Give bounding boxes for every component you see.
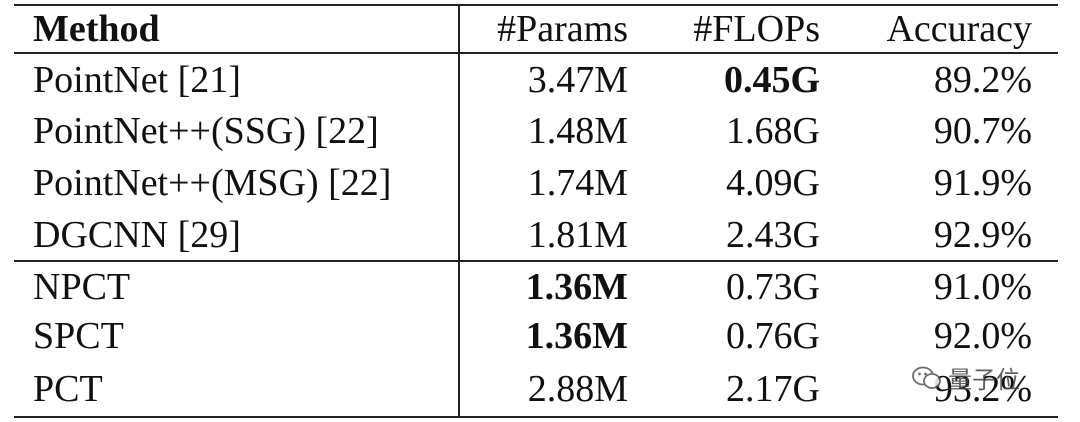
cell: 2.88M xyxy=(527,367,628,410)
header-row: Method #Params #FLOPs Accuracy xyxy=(14,5,1058,53)
cell: PCT xyxy=(14,361,460,417)
header-cell: #FLOPs xyxy=(693,8,820,50)
header-cell: Method xyxy=(14,5,460,53)
row: PointNet++(MSG) [22] 1.74M 4.09G 91.9% xyxy=(14,157,1058,209)
row: NPCT 1.36M 0.73G 91.0% xyxy=(14,261,1058,311)
watermark-icon xyxy=(912,366,941,389)
cell: 0.45G xyxy=(723,58,820,101)
cell: NPCT xyxy=(14,261,460,311)
cell: 93.2% xyxy=(933,367,1032,410)
cell: 4.09G xyxy=(726,162,820,204)
row: PointNet [21] 3.47M 0.45G 89.2% xyxy=(14,53,1058,105)
header-cell: #Params xyxy=(497,8,628,50)
header-cell: Accuracy xyxy=(886,8,1032,50)
cell: 0.73G xyxy=(726,265,820,308)
cell: 1.81M xyxy=(527,213,628,256)
row: PCT 2.88M 2.17G 93.2% xyxy=(14,361,1058,417)
watermark: 量子位 xyxy=(912,360,1020,395)
cell: 90.7% xyxy=(933,110,1032,152)
row: DGCNN [29] 1.81M 2.43G 92.9% xyxy=(14,209,1058,261)
cell: 92.9% xyxy=(933,213,1032,256)
cell: 91.0% xyxy=(933,265,1032,308)
cell: PointNet++(SSG) [22] xyxy=(14,105,460,157)
cell: 0.76G xyxy=(726,315,820,357)
cell: 3.47M xyxy=(527,58,628,101)
cell: SPCT xyxy=(14,311,460,361)
cell: 1.68G xyxy=(726,110,820,152)
results-table: Method #Params #FLOPs Accuracy PointNet … xyxy=(14,4,1058,418)
cell: 1.48M xyxy=(527,110,628,152)
cell: PointNet [21] xyxy=(14,53,460,105)
cell: 2.43G xyxy=(726,213,820,256)
row: SPCT 1.36M 0.76G 92.0% xyxy=(14,311,1058,361)
cell: 91.9% xyxy=(933,162,1032,204)
row: PointNet++(SSG) [22] 1.48M 1.68G 90.7% xyxy=(14,105,1058,157)
cell: 1.36M xyxy=(525,315,628,357)
cell: 92.0% xyxy=(933,315,1032,357)
cell: 1.74M xyxy=(527,162,628,204)
cell: DGCNN [29] xyxy=(14,209,460,261)
cell: PointNet++(MSG) [22] xyxy=(14,157,460,209)
watermark-text: 量子位 xyxy=(948,366,1020,394)
cell: 2.17G xyxy=(726,367,820,410)
cell: 1.36M xyxy=(525,265,628,308)
cell: 89.2% xyxy=(933,58,1032,101)
